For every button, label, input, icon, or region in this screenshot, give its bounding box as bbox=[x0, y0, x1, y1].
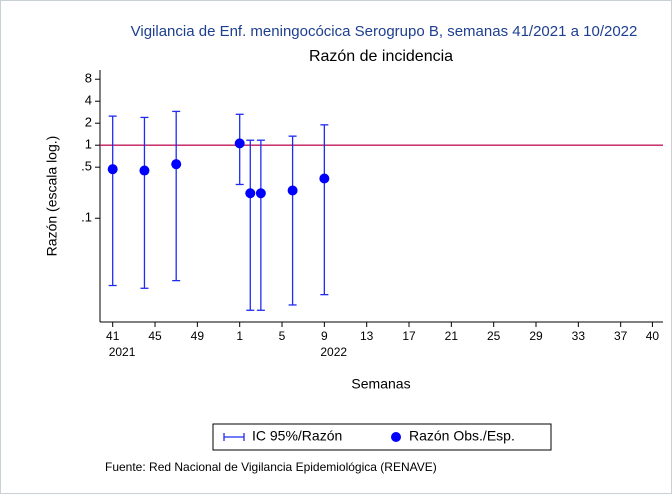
x-tick-label: 1 bbox=[236, 329, 243, 343]
point bbox=[234, 138, 245, 149]
x-tick-label: 29 bbox=[529, 329, 543, 343]
x-tick-label: 17 bbox=[402, 329, 416, 343]
legend-label: Razón Obs./Esp. bbox=[409, 428, 515, 444]
error-bar bbox=[140, 116, 149, 289]
error-bar bbox=[172, 110, 181, 282]
x-tick-label: 9 bbox=[321, 329, 328, 343]
error-bar bbox=[108, 115, 117, 287]
y-tick-label: 1 bbox=[85, 137, 92, 152]
y-tick-label: 2 bbox=[85, 115, 92, 130]
error-bar bbox=[320, 124, 329, 296]
x-tick-label: 33 bbox=[572, 329, 586, 343]
legend-box bbox=[212, 423, 552, 451]
legend-label: IC 95%/Razón bbox=[252, 428, 342, 444]
error-bar bbox=[288, 135, 297, 306]
y-tick-label: 8 bbox=[85, 71, 92, 86]
y-tick-label: .1 bbox=[81, 210, 92, 225]
x-tick-label: 45 bbox=[148, 329, 162, 343]
chart-title: Vigilancia de Enf. meningocócica Serogru… bbox=[131, 23, 638, 40]
point bbox=[139, 165, 150, 176]
point bbox=[319, 173, 330, 184]
x-tick-label: 49 bbox=[191, 329, 205, 343]
error-bar bbox=[246, 139, 255, 311]
point bbox=[255, 188, 266, 199]
chart-subtitle: Razón de incidencia bbox=[309, 48, 453, 65]
x-tick-label: 21 bbox=[445, 329, 459, 343]
x-year-label: 2021 bbox=[109, 345, 136, 359]
error-bar bbox=[256, 139, 265, 311]
x-year-label: 2022 bbox=[320, 345, 347, 359]
x-tick-label: 40 bbox=[646, 329, 660, 343]
error-bar bbox=[235, 113, 244, 186]
x-tick-label: 25 bbox=[487, 329, 501, 343]
point bbox=[245, 188, 256, 199]
y-tick-label: 4 bbox=[85, 93, 92, 108]
x-tick-label: 13 bbox=[360, 329, 374, 343]
legend-swatch bbox=[391, 432, 401, 442]
point bbox=[287, 185, 298, 196]
x-tick-label: 41 bbox=[106, 329, 120, 343]
y-tick-label: .5 bbox=[81, 159, 92, 174]
point bbox=[107, 164, 118, 175]
point bbox=[171, 159, 182, 170]
source-note: Fuente: Red Nacional de Vigilancia Epide… bbox=[105, 460, 437, 474]
x-tick-label: 5 bbox=[279, 329, 286, 343]
x-tick-label: 37 bbox=[614, 329, 628, 343]
y-axis-title: Razón (escala log.) bbox=[44, 136, 60, 257]
x-axis-title: Semanas bbox=[351, 376, 410, 392]
